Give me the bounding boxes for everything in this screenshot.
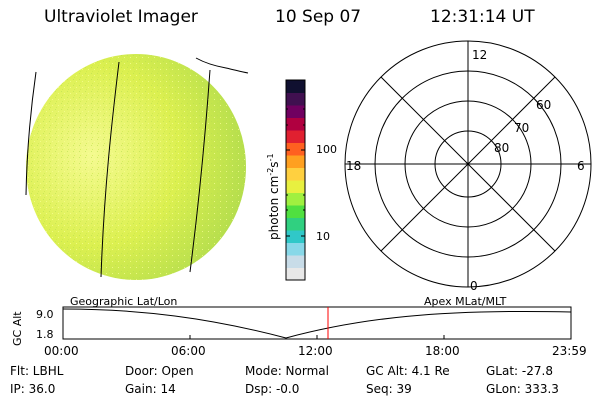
colorbar-unit-label: photon cm-2s-1 xyxy=(266,153,281,240)
polar-diagonal xyxy=(380,76,556,252)
mode-info: Mode: Normal xyxy=(245,364,329,378)
colorbar-segment xyxy=(286,142,305,156)
timeline-right-label: Apex MLat/MLT xyxy=(424,295,507,308)
timeline-plot: Geographic Lat/Lon Apex MLat/MLT GC Alt … xyxy=(11,295,572,346)
meridian-line xyxy=(189,69,211,273)
mlt-label-6: 6 xyxy=(577,159,585,173)
gc-alt-info: GC Alt: 4.1 Re xyxy=(366,364,450,378)
colorbar-segment xyxy=(286,192,305,206)
lat-label-60: 60 xyxy=(536,98,551,112)
colorbar-segment xyxy=(286,230,305,243)
colorbar-segment xyxy=(286,155,305,168)
date: 10 Sep 07 xyxy=(275,7,362,27)
mlt-label-18: 18 xyxy=(346,159,361,173)
gain-info: Gain: 14 xyxy=(125,382,176,396)
mlt-label-12: 12 xyxy=(472,48,487,62)
altitude-curve xyxy=(62,308,572,339)
colorbar xyxy=(285,79,306,281)
colorbar-segment xyxy=(286,80,305,93)
meridian-line xyxy=(100,61,120,278)
lat-label-80: 80 xyxy=(494,141,509,155)
ip-info: IP: 36.0 xyxy=(10,382,56,396)
uv-earth-image xyxy=(25,54,249,280)
timeline-tick: 00:00 xyxy=(44,344,79,358)
glat-info: GLat: -27.8 xyxy=(486,364,553,378)
colorbar-segment xyxy=(286,242,305,256)
colorbar-segment xyxy=(286,267,305,281)
colorbar-segment xyxy=(286,217,305,231)
title: Ultraviolet Imager xyxy=(44,7,198,27)
colorbar-tick-100: 100 xyxy=(316,143,337,156)
colorbar-ticks xyxy=(286,108,305,237)
timeline-ticks xyxy=(189,335,445,339)
colorbar-segment xyxy=(286,117,305,131)
door-info: Door: Open xyxy=(125,364,194,378)
timeline-left-label: Geographic Lat/Lon xyxy=(70,295,177,308)
glon-info: GLon: 333.3 xyxy=(486,382,559,396)
colorbar-segment xyxy=(286,205,305,218)
timeline-y-bottom: 1.8 xyxy=(36,328,54,341)
timeline-tick: 12:00 xyxy=(298,344,333,358)
colorbar-segment xyxy=(286,105,305,118)
polar-plot xyxy=(344,40,592,288)
timeline-tick: 23:59 xyxy=(552,344,587,358)
colorbar-segment xyxy=(286,180,305,193)
timeline-y-top: 9.0 xyxy=(36,308,54,321)
uv-disk-noise xyxy=(26,54,246,280)
colorbar-segment xyxy=(286,130,305,143)
timeline-tick: 18:00 xyxy=(425,344,460,358)
colorbar-segment xyxy=(286,92,305,106)
mlt-label-0: 0 xyxy=(470,279,478,293)
time: 12:31:14 UT xyxy=(430,7,535,27)
filter-info: Flt: LBHL xyxy=(10,364,64,378)
colorbar-segment xyxy=(286,255,305,268)
colorbar-tick-10: 10 xyxy=(316,230,330,243)
colorbar-frame xyxy=(285,79,306,281)
colorbar-segment xyxy=(286,167,305,181)
seq-info: Seq: 39 xyxy=(366,382,412,396)
lat-label-70: 70 xyxy=(514,121,529,135)
timeline-tick: 06:00 xyxy=(171,344,206,358)
dsp-info: Dsp: -0.0 xyxy=(245,382,300,396)
timeline-axis-title: GC Alt xyxy=(11,311,24,346)
coastline xyxy=(25,71,37,196)
coastline xyxy=(195,57,249,74)
